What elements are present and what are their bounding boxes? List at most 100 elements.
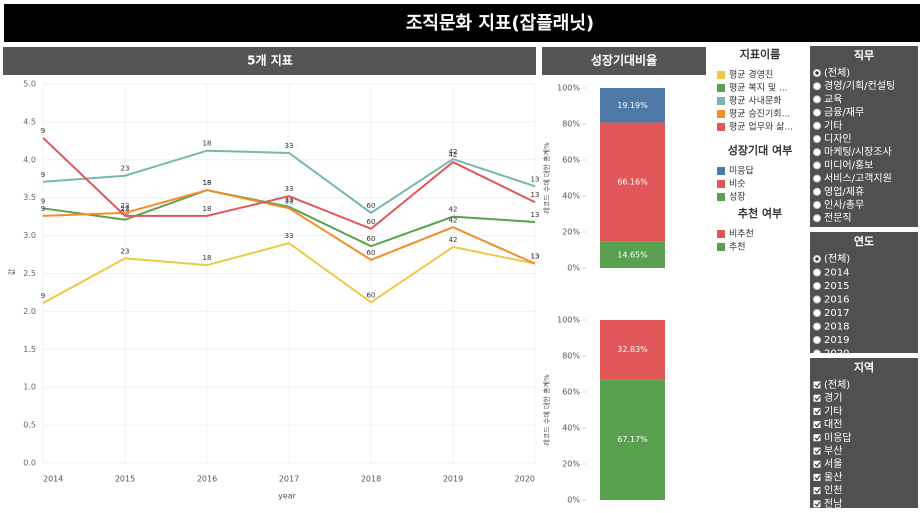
checkbox[interactable] <box>813 407 821 415</box>
value-label: 14.65% <box>617 250 648 259</box>
checkbox[interactable] <box>813 473 821 481</box>
value-label: 67.17% <box>617 435 648 444</box>
point-label: 33 <box>285 232 294 240</box>
radio[interactable] <box>813 295 821 304</box>
filter-option[interactable]: 서울 <box>824 458 842 470</box>
filter-option[interactable]: 전문직 <box>824 212 852 224</box>
radio[interactable] <box>813 309 821 317</box>
filter-option[interactable]: 기타 <box>824 405 842 417</box>
y-tick-label: 40% <box>562 192 580 201</box>
filter-bg <box>810 46 918 227</box>
radio[interactable] <box>813 322 821 331</box>
checkbox[interactable] <box>813 394 821 402</box>
checkbox[interactable] <box>813 460 821 468</box>
filter-option[interactable]: 2015 <box>824 281 849 292</box>
radio[interactable] <box>813 349 821 357</box>
y-tick-label: 40% <box>562 424 580 433</box>
x-tick-label: 2018 <box>361 475 381 484</box>
radio[interactable] <box>813 201 821 209</box>
filter-option[interactable]: 부산 <box>824 445 842 457</box>
y-tick-label: 20% <box>562 460 580 469</box>
filter-option[interactable]: (전체) <box>824 67 850 79</box>
point-label: 23 <box>121 205 130 213</box>
radio[interactable] <box>813 135 821 143</box>
filter-option[interactable]: 기타 <box>824 120 842 132</box>
checkmark <box>814 435 821 441</box>
line <box>42 137 536 230</box>
filter-option[interactable]: 마케팅/시장조사 <box>824 146 892 158</box>
point-label: 9 <box>41 197 45 205</box>
radio-dot <box>815 71 819 75</box>
radio[interactable] <box>813 121 821 130</box>
radio[interactable] <box>813 174 821 183</box>
x-tick-label: 2019 <box>443 475 463 484</box>
point-label: 33 <box>285 197 294 205</box>
checkmark <box>814 461 821 468</box>
bar-segment <box>600 241 665 268</box>
filter-option[interactable]: 인천 <box>824 485 842 497</box>
point-label: 13 <box>531 253 540 261</box>
filter-bg <box>810 358 918 508</box>
filter-option[interactable]: 미디어/홍보 <box>824 158 873 171</box>
point-label: 42 <box>449 151 458 159</box>
filter-option[interactable]: 서비스/고객지원 <box>824 173 892 185</box>
filter-option[interactable]: (전체) <box>824 253 850 265</box>
point-label: 9 <box>41 127 45 135</box>
line <box>42 149 536 215</box>
y-tick-label: 3.0 <box>23 231 36 240</box>
filter-option[interactable]: 2017 <box>824 308 849 319</box>
y-tick-label: 80% <box>562 120 580 129</box>
radio[interactable] <box>813 336 821 344</box>
radio[interactable] <box>813 282 821 290</box>
filter-option[interactable]: 전남 <box>824 498 842 510</box>
checkbox[interactable] <box>813 381 821 389</box>
point-label: 9 <box>41 171 45 179</box>
radio[interactable] <box>813 108 821 117</box>
y-tick-label: 5.0 <box>23 80 36 89</box>
filter-option[interactable]: 2020 <box>824 349 849 360</box>
filter-option[interactable]: 2019 <box>824 335 849 346</box>
checkbox[interactable] <box>813 487 821 495</box>
point-label: 23 <box>121 202 130 210</box>
radio[interactable] <box>813 161 821 170</box>
filter-option[interactable]: 2014 <box>824 268 849 279</box>
radio[interactable] <box>813 82 821 91</box>
y-tick-label: 60% <box>562 388 580 397</box>
checkbox[interactable] <box>813 421 821 429</box>
legend-title: 성장기대 여부 <box>728 143 793 157</box>
filter-option[interactable]: (전체) <box>824 379 850 391</box>
filter-option[interactable]: 경영/기획/컨설팅 <box>824 79 895 92</box>
radio[interactable] <box>813 148 821 157</box>
y-tick-label: 4.0 <box>23 155 36 164</box>
panel-title-bar <box>3 47 536 75</box>
legend-swatch <box>717 230 725 238</box>
value-label: 19.19% <box>617 101 648 110</box>
checkbox[interactable] <box>813 447 821 455</box>
point-label: 13 <box>531 175 540 183</box>
point-label: 18 <box>203 205 212 213</box>
y-axis-title: 레코드 수에 대한 총계% <box>542 374 551 446</box>
filter-option[interactable]: 교육 <box>824 93 842 105</box>
filter-option[interactable]: 금융/재무 <box>824 107 864 119</box>
radio[interactable] <box>813 214 821 223</box>
radio[interactable] <box>813 187 821 196</box>
checkmark <box>814 395 821 402</box>
radio[interactable] <box>813 95 821 104</box>
x-tick-label: 2016 <box>197 475 217 484</box>
filter-option[interactable]: 대전 <box>824 419 842 431</box>
x-tick-label: 2014 <box>43 475 63 484</box>
filter-option[interactable]: 미응답 <box>824 432 852 444</box>
checkbox[interactable] <box>813 434 821 442</box>
bar-segment <box>600 88 665 123</box>
legend-swatch <box>717 193 725 201</box>
checkbox[interactable] <box>813 500 821 508</box>
filter-option[interactable]: 2018 <box>824 322 849 333</box>
filter-option[interactable]: 인사/총무 <box>824 199 864 211</box>
filter-option[interactable]: 디자인 <box>824 133 852 145</box>
filter-option[interactable]: 경기 <box>824 391 842 404</box>
radio[interactable] <box>813 268 821 277</box>
x-tick-label: 2020 <box>515 475 535 484</box>
filter-option[interactable]: 영업/제휴 <box>824 185 864 198</box>
filter-option[interactable]: 울산 <box>824 471 842 483</box>
filter-option[interactable]: 2016 <box>824 295 849 306</box>
